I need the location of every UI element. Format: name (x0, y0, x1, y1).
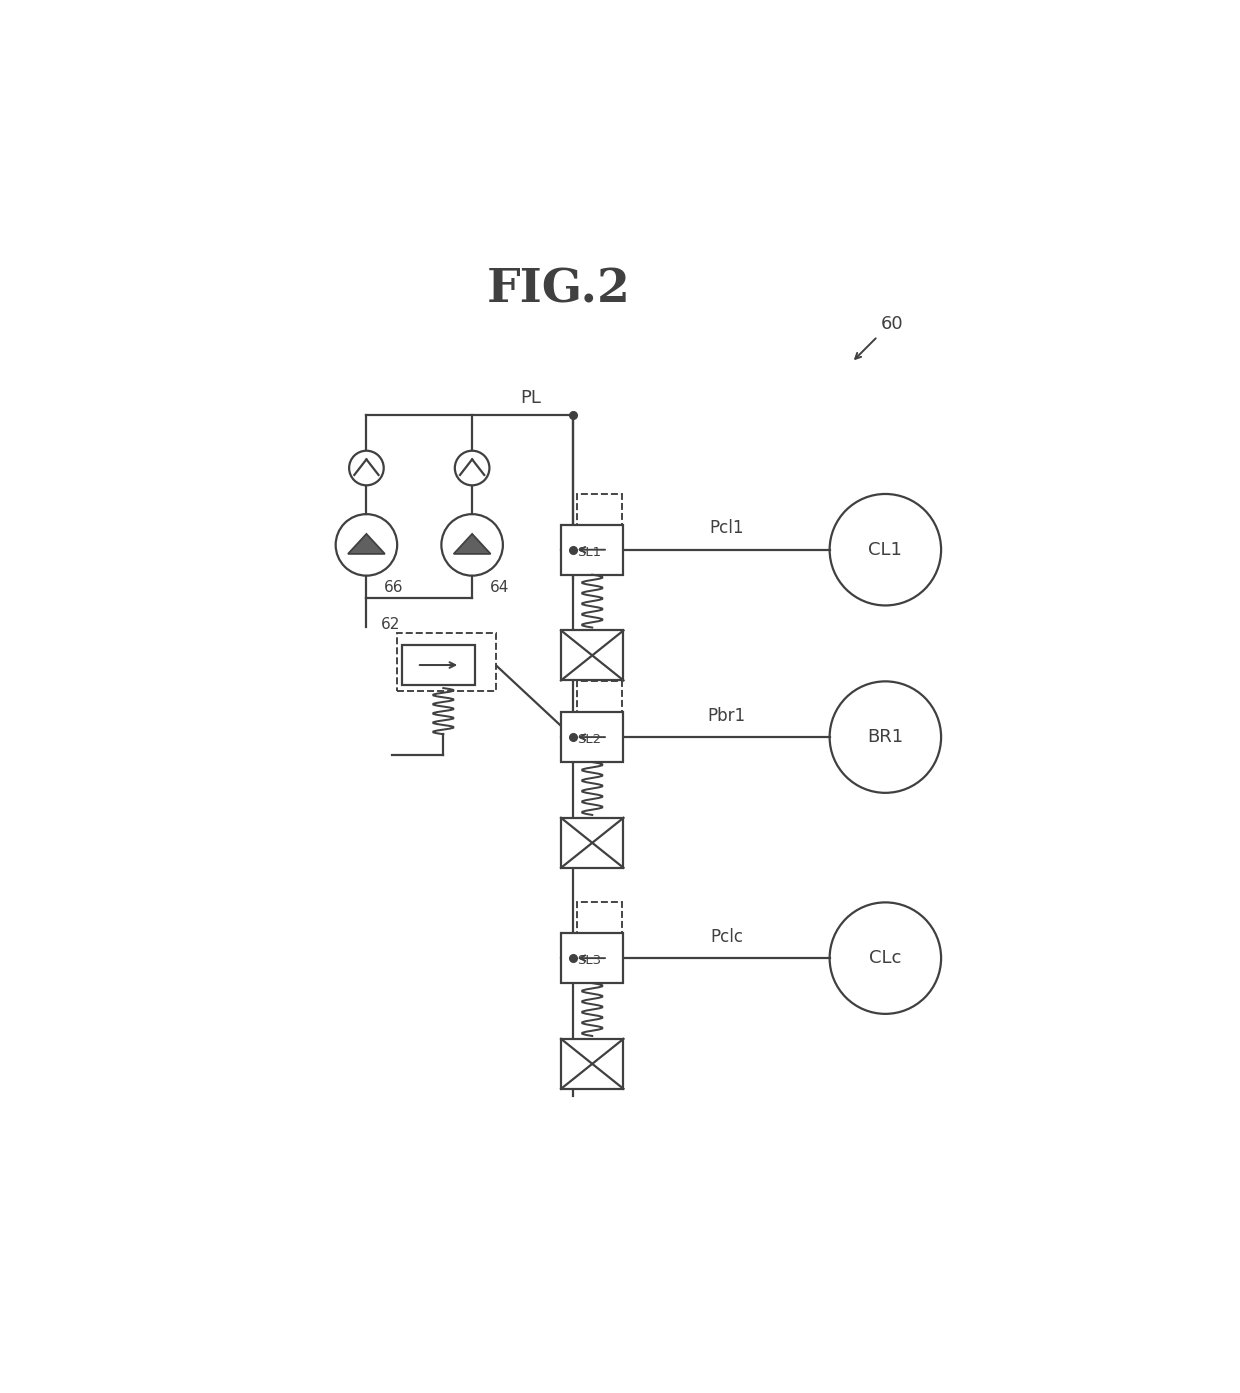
Bar (403, 645, 475, 685)
Circle shape (455, 451, 490, 485)
Text: 66: 66 (383, 581, 403, 595)
Text: PL: PL (521, 390, 541, 408)
Polygon shape (454, 534, 491, 554)
Text: FIG.2: FIG.2 (486, 266, 631, 312)
Text: CL1: CL1 (868, 540, 903, 559)
Bar (560, 525, 624, 575)
Bar (560, 1039, 624, 1089)
Bar (560, 712, 624, 762)
Bar (560, 631, 624, 680)
Bar (560, 818, 624, 868)
Text: Pclc: Pclc (711, 928, 743, 946)
Bar (578, 493, 622, 525)
Polygon shape (348, 534, 384, 554)
Text: CLc: CLc (869, 949, 901, 967)
Text: SL3: SL3 (577, 954, 601, 967)
Text: Pbr1: Pbr1 (708, 706, 745, 724)
Bar (397, 634, 496, 691)
Text: SL2: SL2 (577, 733, 601, 747)
Bar (578, 903, 622, 933)
Text: 64: 64 (490, 581, 508, 595)
Text: SL1: SL1 (577, 546, 601, 559)
Bar (560, 933, 624, 983)
Text: BR1: BR1 (867, 729, 904, 747)
Text: 60: 60 (880, 315, 903, 333)
Text: Pcl1: Pcl1 (709, 520, 744, 538)
Bar (578, 681, 622, 712)
Text: 62: 62 (382, 617, 401, 632)
Circle shape (350, 451, 383, 485)
